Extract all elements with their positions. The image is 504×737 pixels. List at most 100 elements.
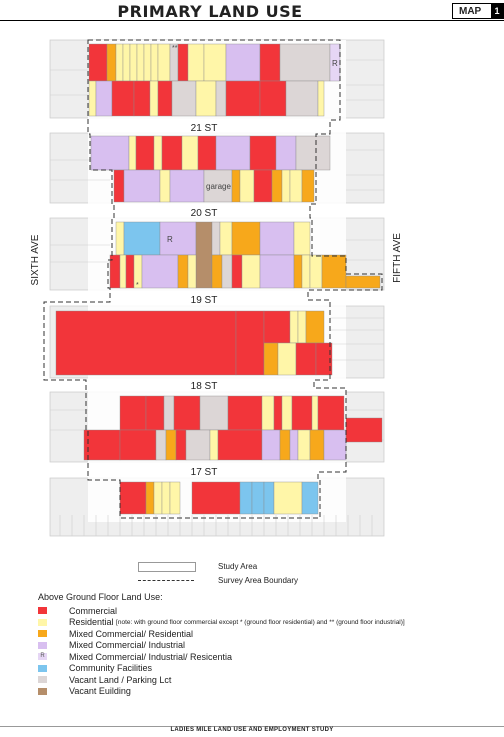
legend-item-community: Community Facilities — [38, 663, 458, 675]
parcel — [271, 169, 283, 203]
parcel — [169, 481, 181, 515]
vacant-building-swatch — [38, 687, 47, 695]
parcel — [215, 80, 227, 117]
survey-boundary-label: Survey Area Boundary — [218, 576, 299, 585]
street-labels: 21 ST 20 ST 19 ST 18 ST 17 ST SIXTH AVE … — [30, 123, 403, 478]
parcel — [219, 221, 233, 256]
parcel — [149, 80, 159, 117]
parcel — [227, 395, 263, 431]
parcel — [135, 135, 155, 171]
parcel — [83, 429, 121, 461]
community-swatch — [38, 664, 47, 672]
parcel — [273, 395, 283, 431]
parcel — [195, 80, 217, 117]
legend-item-mixed-ind-res: R Mixed Commercial/ Industrial/ Resicent… — [38, 651, 458, 663]
parcel — [187, 254, 197, 289]
parcels-18-19 — [55, 310, 333, 376]
parcel — [297, 429, 311, 461]
parcel — [163, 395, 175, 431]
parcel — [231, 169, 241, 203]
garage-label: garage — [206, 182, 231, 191]
parcel — [289, 169, 303, 203]
parcel — [111, 80, 135, 117]
parcel — [150, 43, 159, 82]
parcel — [136, 43, 145, 82]
parcel — [221, 254, 233, 289]
parcels-17-18 — [83, 395, 383, 461]
legend-label: Vacant Euilding — [69, 686, 131, 697]
marker-star: * — [136, 282, 139, 289]
page-title: PRIMARY LAND USE — [117, 2, 303, 21]
parcel — [88, 80, 97, 117]
marker-r-mid: R — [167, 235, 173, 244]
parcel — [165, 429, 177, 461]
parcel — [289, 429, 299, 461]
parcel — [301, 254, 311, 289]
legend-label: Mixed Commercial/ Industrial/ Resicentia — [69, 651, 233, 662]
parcel — [203, 169, 233, 203]
parcel — [199, 395, 229, 431]
parcel — [291, 395, 313, 431]
parcel — [119, 481, 147, 515]
parcel — [195, 221, 213, 289]
legend-item-vacant-building: Vacant Euilding — [38, 686, 458, 698]
parcel — [239, 481, 253, 515]
parcel — [217, 429, 263, 461]
parcel — [55, 310, 237, 376]
parcel — [231, 254, 243, 289]
parcel — [125, 254, 135, 289]
mixed-ind-res-swatch: R — [38, 653, 47, 661]
street-label-21: 21 ST — [191, 123, 218, 134]
parcel — [239, 169, 255, 203]
parcel — [259, 43, 281, 82]
parcel — [301, 481, 319, 515]
parcel — [273, 481, 303, 515]
parcel — [203, 43, 227, 82]
parcel — [259, 80, 287, 117]
parcel — [235, 310, 265, 376]
parcel — [309, 254, 323, 289]
legend-item-mixed-res: Mixed Commercial/ Residential — [38, 628, 458, 640]
parcel — [261, 429, 281, 461]
parcel — [161, 135, 183, 171]
parcel — [122, 43, 131, 82]
footer-rule — [0, 726, 504, 727]
parcel — [295, 342, 317, 376]
parcel — [173, 395, 201, 431]
parcel — [295, 135, 331, 171]
parcel — [128, 135, 137, 171]
legend-label: Vacant Land / Parking Lct — [69, 674, 172, 685]
parcel — [311, 395, 319, 431]
parcel — [275, 135, 297, 171]
parcel — [159, 221, 197, 256]
parcel — [293, 254, 303, 289]
parcel — [345, 417, 383, 443]
parcel — [115, 221, 125, 256]
parcel — [171, 80, 197, 117]
footer-title: LADIES MILE LAND USE AND EMPLOYMENT STUD… — [170, 727, 334, 733]
parcel — [281, 395, 293, 431]
parcel — [153, 481, 163, 515]
mixed-res-swatch — [38, 630, 47, 638]
parcel — [153, 135, 163, 171]
survey-area-boundary — [43, 39, 383, 519]
parcel — [145, 395, 165, 431]
parcel — [215, 135, 251, 171]
avenue-label-sixth: SIXTH AVE — [30, 234, 41, 285]
legend-item-mixed-ind: Mixed Commercial/ Industrial — [38, 640, 458, 652]
mixed-ind-swatch — [38, 641, 47, 649]
parcel — [317, 80, 325, 117]
legend-note: [note: with ground floor commercial exce… — [116, 618, 405, 626]
parcel — [277, 342, 297, 376]
parcel — [253, 169, 273, 203]
parcels-20-21 — [90, 135, 331, 203]
parcel — [281, 169, 291, 203]
parcel — [177, 254, 189, 289]
commercial-swatch — [38, 607, 47, 615]
parcel — [279, 429, 291, 461]
parcel — [159, 169, 171, 203]
parcel — [309, 429, 325, 461]
parcel — [259, 221, 295, 256]
parcel — [133, 80, 151, 117]
study-area-label: Study Area — [218, 562, 258, 571]
